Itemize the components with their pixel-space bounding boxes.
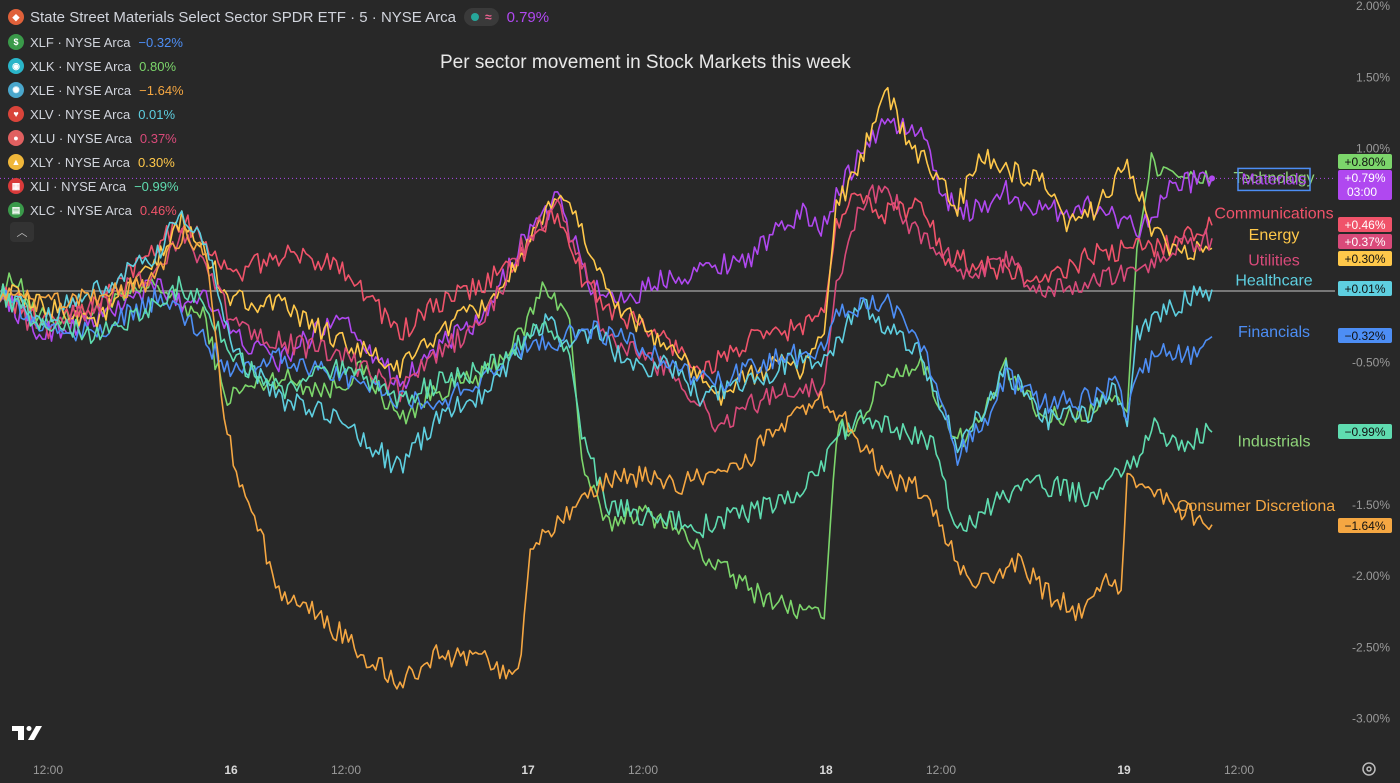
collapse-legend-button[interactable]: ︿ — [10, 222, 34, 242]
countdown-timer: 03:00 — [1347, 185, 1377, 199]
legend-item-name: XLK · NYSE Arca — [30, 58, 132, 74]
series-line-consumer-discretiona[interactable] — [0, 225, 1213, 690]
price-badge — [1338, 170, 1392, 200]
legend-item[interactable]: ♥ XLV · NYSE Arca 0.01% — [8, 102, 549, 126]
selected-series-outline — [1237, 167, 1311, 192]
market-open-dot-icon — [470, 13, 479, 21]
y-tick-label: -1.50% — [1352, 498, 1390, 512]
legend-item-value: 0.01% — [138, 106, 176, 122]
legend-item-name: XLI · NYSE Arca — [30, 178, 127, 194]
etf-logo-icon: ● — [8, 130, 24, 146]
legend-item-value: 0.30% — [137, 154, 175, 170]
legend-item-value: 0.46% — [139, 202, 177, 218]
series-line-financials[interactable] — [0, 288, 1213, 466]
x-tick-label: 12:00 — [1224, 763, 1254, 777]
chevron-up-icon: ︿ — [16, 227, 28, 239]
series-line-industrials[interactable] — [0, 275, 1213, 539]
tradingview-logo-icon[interactable] — [10, 722, 44, 749]
price-badge-value: +0.80% — [1344, 155, 1385, 169]
price-badge — [1338, 281, 1392, 296]
legend-item-value: 0.80% — [139, 58, 177, 74]
legend-item-name: XLF · NYSE Arca — [30, 34, 131, 50]
legend-item-value: −0.99% — [134, 178, 179, 194]
series-name-label[interactable]: Industrials — [1238, 434, 1311, 451]
legend-item-name: XLV · NYSE Arca — [30, 106, 131, 122]
price-badge — [1338, 217, 1392, 232]
series-name-label[interactable]: Technology — [1234, 170, 1315, 187]
legend-item[interactable]: ● XLU · NYSE Arca 0.37% — [8, 126, 549, 150]
price-badge-value: +0.79% — [1344, 171, 1385, 185]
legend-item-value: −1.64% — [139, 82, 184, 98]
legend-item[interactable]: ◉ XLK · NYSE Arca 0.80% — [8, 54, 549, 78]
etf-logo-icon: ◉ — [8, 58, 24, 74]
series-name-label[interactable]: Energy — [1249, 227, 1300, 244]
price-badge — [1338, 154, 1392, 169]
last-point-marker — [1209, 175, 1215, 182]
price-badge — [1338, 234, 1392, 249]
x-tick-label: 12:00 — [628, 763, 658, 777]
settings-gear-icon[interactable] — [1360, 760, 1378, 783]
y-tick-label: 1.00% — [1356, 142, 1390, 156]
price-badge-value: +0.46% — [1344, 218, 1385, 232]
series-name-label[interactable]: Materials — [1242, 171, 1307, 188]
y-tick-label: -3.00% — [1352, 712, 1390, 726]
etf-logo-icon: ✺ — [8, 82, 24, 98]
etf-logo-icon: ▲ — [8, 154, 24, 170]
x-tick-label: 17 — [521, 763, 535, 777]
price-badge-value: −0.99% — [1344, 425, 1385, 439]
series-line-utilities[interactable] — [0, 184, 1213, 433]
series-name-label[interactable]: Communications — [1214, 206, 1333, 223]
market-status-pill[interactable]: ≈ — [463, 8, 499, 26]
series-name-label[interactable]: Healthcare — [1235, 273, 1312, 290]
delay-wave-icon: ≈ — [484, 10, 492, 24]
y-tick-label: -2.00% — [1352, 569, 1390, 583]
price-badge — [1338, 251, 1392, 266]
series-name-label[interactable]: Financials — [1238, 324, 1310, 341]
x-tick-label: 16 — [224, 763, 238, 777]
x-tick-label: 12:00 — [926, 763, 956, 777]
legend-item-name: XLY · NYSE Arca — [30, 154, 130, 170]
etf-logo-icon: ▤ — [8, 202, 24, 218]
x-tick-label: 19 — [1117, 763, 1131, 777]
price-badge-value: −0.32% — [1344, 329, 1385, 343]
y-tick-label: 1.50% — [1356, 70, 1390, 84]
y-tick-label: -0.50% — [1352, 355, 1390, 369]
legend-item[interactable]: ✺ XLE · NYSE Arca −1.64% — [8, 78, 549, 102]
price-badge-value: +0.01% — [1344, 282, 1385, 296]
legend-item[interactable]: ▤ XLC · NYSE Arca 0.46% — [8, 198, 549, 222]
y-tick-label: 2.00% — [1356, 0, 1390, 13]
chart-title: Per sector movement in Stock Markets thi… — [440, 52, 851, 73]
price-badge — [1338, 328, 1392, 343]
etf-logo-icon: $ — [8, 34, 24, 50]
etf-logo-icon: ♥ — [8, 106, 24, 122]
legend-item-value: 0.37% — [139, 130, 177, 146]
price-badge — [1338, 518, 1392, 533]
x-tick-label: 12:00 — [33, 763, 63, 777]
main-series-title: State Street Materials Select Sector SPD… — [30, 8, 456, 26]
legend-item-name: XLC · NYSE Arca — [30, 202, 132, 218]
series-name-label[interactable]: Utilities — [1248, 253, 1300, 270]
legend-item[interactable]: ▲ XLY · NYSE Arca 0.30% — [8, 150, 549, 174]
legend-item[interactable]: ▦ XLI · NYSE Arca −0.99% — [8, 174, 549, 198]
legend-item-name: XLE · NYSE Arca — [30, 82, 132, 98]
price-badge-value: +0.30% — [1344, 252, 1385, 266]
x-tick-label: 12:00 — [331, 763, 361, 777]
series-name-label[interactable]: Consumer Discretiona — [1177, 498, 1335, 515]
price-badge-value: −1.64% — [1344, 519, 1385, 533]
series-line-healthcare[interactable] — [0, 210, 1213, 474]
price-badge — [1338, 424, 1392, 439]
main-series-value: 0.79% — [506, 8, 550, 26]
main-series-legend[interactable]: ◆ State Street Materials Select Sector S… — [8, 6, 549, 28]
legend-item-name: XLU · NYSE Arca — [30, 130, 132, 146]
materials-etf-icon: ◆ — [8, 9, 24, 25]
y-tick-label: -2.50% — [1352, 640, 1390, 654]
price-badge-value: +0.37% — [1344, 235, 1385, 249]
legend-item-value: −0.32% — [138, 34, 183, 50]
etf-logo-icon: ▦ — [8, 178, 24, 194]
legend-item[interactable]: $ XLF · NYSE Arca −0.32% — [8, 30, 549, 54]
legend: ◆ State Street Materials Select Sector S… — [8, 6, 549, 222]
series-line-materials[interactable] — [0, 117, 1213, 390]
x-tick-label: 18 — [819, 763, 833, 777]
